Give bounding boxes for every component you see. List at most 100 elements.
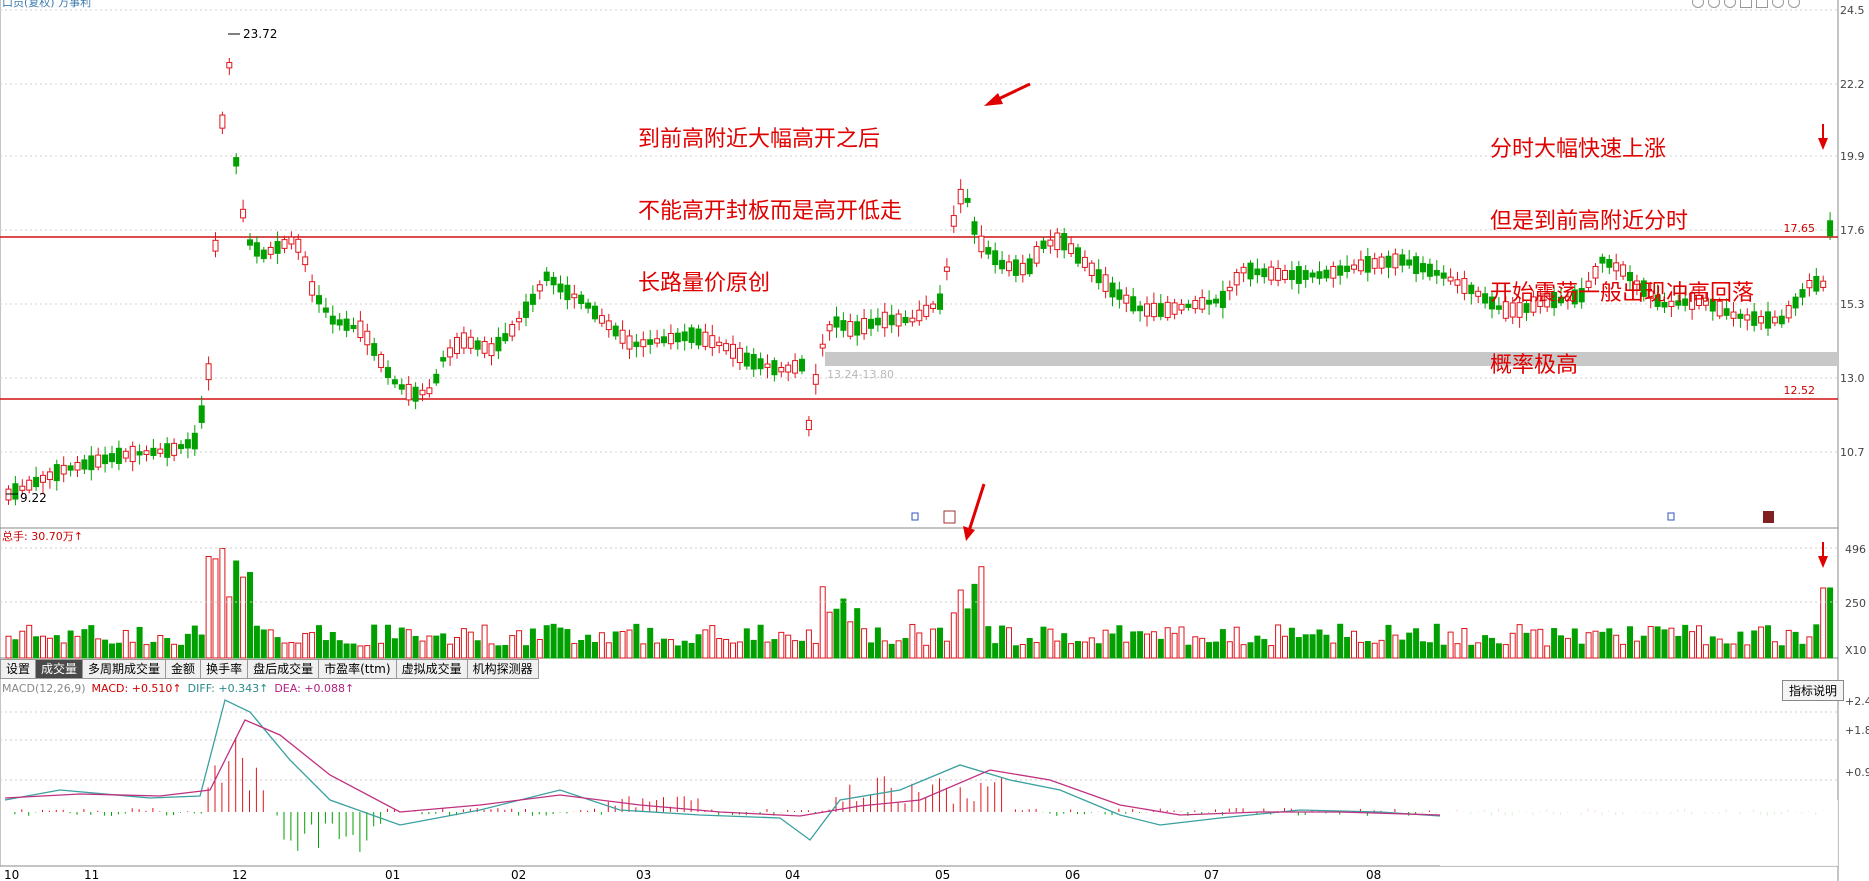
- tab-turnover[interactable]: 换手率: [201, 659, 249, 679]
- volume-bar: [1592, 630, 1599, 659]
- volume-bar: [115, 642, 122, 659]
- tab-amount[interactable]: 金额: [166, 659, 202, 679]
- candle-body: [426, 387, 433, 395]
- annotation-right: 分时大幅快速上涨 但是到前高附近分时 开始震荡一般出现冲高回落 概率极高: [1490, 90, 1754, 402]
- volume-bar: [833, 608, 840, 659]
- candle-body: [1219, 290, 1226, 308]
- volume-bar: [1620, 643, 1627, 659]
- volume-bar: [1640, 635, 1647, 659]
- candle-body: [661, 336, 667, 344]
- candle-body: [467, 336, 474, 349]
- settings-icon[interactable]: [1692, 0, 1704, 8]
- candle-body: [943, 266, 950, 272]
- search-icon[interactable]: [1724, 0, 1736, 8]
- volume-bar: [40, 635, 46, 659]
- candle-body: [316, 295, 322, 305]
- volume-bar: [1599, 631, 1606, 659]
- candle-body: [1468, 284, 1475, 295]
- tab-multi-period-volume[interactable]: 多周期成交量: [83, 659, 167, 679]
- candle-body: [757, 358, 764, 370]
- layout-icon[interactable]: [1740, 0, 1752, 8]
- candle-body: [1378, 256, 1385, 269]
- volume-bar: [1433, 623, 1440, 659]
- tab-institution-detector[interactable]: 机构探测器: [467, 659, 539, 679]
- candle-body: [1323, 269, 1330, 279]
- volume-bar: [1813, 624, 1820, 659]
- candle-body: [1275, 268, 1282, 281]
- candle-body: [681, 331, 688, 342]
- volume-bar: [667, 639, 674, 659]
- candle-body: [1806, 280, 1813, 289]
- event-marker-q[interactable]: [1667, 512, 1675, 521]
- minimize-icon[interactable]: [1772, 0, 1784, 8]
- volume-bar: [1737, 631, 1744, 659]
- annotation-line: 不能高开封板而是高开低走: [638, 199, 903, 224]
- candle-body: [764, 363, 771, 368]
- candle-body: [1447, 276, 1454, 282]
- event-marker-q[interactable]: [911, 512, 919, 521]
- zoom-icon[interactable]: [1708, 0, 1720, 8]
- candle-body: [1709, 298, 1716, 312]
- candle-body: [1330, 265, 1337, 279]
- low-price-label: 9.22: [20, 491, 47, 505]
- candle-body: [74, 461, 81, 471]
- volume-bar: [874, 627, 881, 659]
- volume-bar: [757, 624, 764, 659]
- volume-bar: [467, 631, 474, 659]
- time-axis: 10 11 12 01 02 03 04 05 06 07 08: [4, 868, 1381, 881]
- diff-value: DIFF: +0.343↑: [187, 682, 269, 695]
- volume-bar: [1199, 637, 1206, 659]
- volume-bar: [46, 637, 53, 659]
- volume-bar: [212, 558, 219, 659]
- volume-bar: [1226, 641, 1233, 659]
- candle-body: [143, 450, 150, 455]
- volume-bar: [1744, 644, 1751, 659]
- volume-bar: [1130, 631, 1137, 659]
- time-axis-tick: 07: [1204, 868, 1219, 881]
- indicator-help-button[interactable]: 指标说明: [1782, 680, 1845, 701]
- volume-bar: [654, 642, 661, 659]
- volume-bar: [1137, 631, 1144, 659]
- volume-bar: [322, 640, 329, 659]
- candle-body: [1399, 254, 1406, 266]
- tab-volume[interactable]: 成交量: [36, 659, 84, 679]
- volume-bar: [1392, 634, 1399, 659]
- tab-settings[interactable]: 设置: [0, 659, 37, 679]
- close-icon[interactable]: [1788, 0, 1800, 8]
- candle-body: [1178, 303, 1185, 311]
- volume-bar: [1068, 643, 1075, 659]
- candle-body: [1606, 259, 1613, 268]
- candle-body: [695, 328, 702, 346]
- candle-body: [1137, 305, 1144, 312]
- event-marker-news-icon[interactable]: [943, 510, 956, 524]
- candle-body: [102, 454, 109, 465]
- candle-body: [640, 339, 647, 348]
- volume-bar: [1095, 643, 1102, 659]
- volume-bar: [1213, 641, 1219, 659]
- volume-bar: [1275, 624, 1282, 659]
- candle-body: [109, 453, 115, 463]
- volume-bar: [1302, 634, 1309, 659]
- volume-bar: [316, 625, 322, 659]
- candle-body: [433, 373, 440, 384]
- volume-bar: [1723, 643, 1730, 659]
- volume-bar: [260, 629, 267, 659]
- candle-body: [129, 445, 136, 463]
- copy-icon[interactable]: [1756, 0, 1768, 8]
- tab-virtual-volume[interactable]: 虚拟成交量: [396, 659, 468, 679]
- volume-bar: [1633, 640, 1640, 659]
- tab-pe-ttm[interactable]: 市盈率(ttm): [319, 659, 397, 679]
- candle-body: [1482, 293, 1489, 304]
- volume-bar: [1413, 628, 1420, 659]
- volume-bar: [647, 627, 654, 659]
- tab-after-hours-volume[interactable]: 盘后成交量: [248, 659, 320, 679]
- volume-bar: [861, 628, 868, 659]
- volume-bar: [702, 629, 709, 659]
- candle-body: [854, 321, 861, 336]
- volume-bar: [1357, 641, 1364, 659]
- price-axis-tick: 15.3: [1840, 298, 1865, 311]
- event-marker-report-icon[interactable]: [1763, 511, 1774, 523]
- volume-bar: [1157, 638, 1164, 659]
- volume-bar: [1544, 645, 1551, 659]
- volume-bar: [1482, 635, 1489, 659]
